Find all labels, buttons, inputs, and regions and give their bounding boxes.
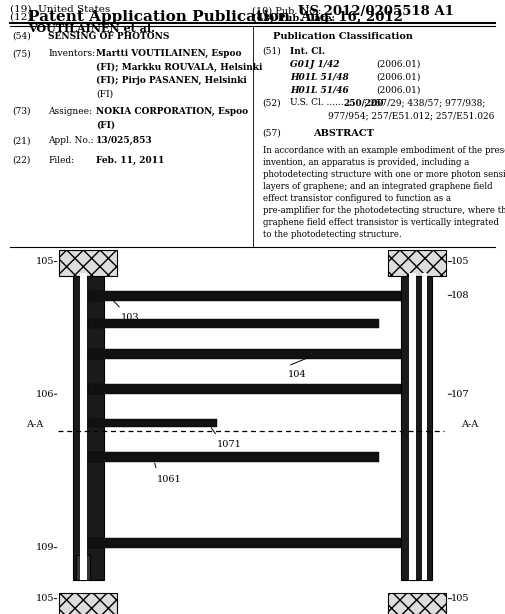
Bar <box>60 250 117 276</box>
Text: (2006.01): (2006.01) <box>376 60 421 69</box>
Text: 977/954; 257/E51.012; 257/E51.026: 977/954; 257/E51.012; 257/E51.026 <box>328 111 494 120</box>
Text: G01J 1/42: G01J 1/42 <box>290 60 340 69</box>
Bar <box>88 291 401 301</box>
Text: 104: 104 <box>288 370 307 379</box>
Text: (2006.01): (2006.01) <box>376 72 421 82</box>
Text: (57): (57) <box>263 129 281 138</box>
Text: U.S. Cl. ..........: U.S. Cl. .......... <box>290 98 356 107</box>
Text: 109: 109 <box>36 543 55 552</box>
Text: Patent Application Publication: Patent Application Publication <box>28 10 290 23</box>
Text: 1071: 1071 <box>217 440 242 449</box>
Text: 105: 105 <box>36 594 55 603</box>
Text: pre-amplifier for the photodetecting structure, where the: pre-amplifier for the photodetecting str… <box>263 206 505 215</box>
Text: A-A: A-A <box>26 419 43 429</box>
Bar <box>88 452 379 462</box>
Text: (73): (73) <box>13 107 31 116</box>
Bar <box>88 419 217 427</box>
Text: Assignee:: Assignee: <box>48 107 92 116</box>
Text: 106: 106 <box>36 390 55 398</box>
Text: (FI): (FI) <box>96 120 115 130</box>
Text: (10) Pub. No.:: (10) Pub. No.: <box>252 7 325 15</box>
Text: ; 257/29; 438/57; 977/938;: ; 257/29; 438/57; 977/938; <box>364 98 485 107</box>
Text: NOKIA CORPORATION, Espoo: NOKIA CORPORATION, Espoo <box>96 107 248 116</box>
Bar <box>73 273 104 580</box>
Text: A-A: A-A <box>462 419 479 429</box>
Text: SENSING OF PHOTONS: SENSING OF PHOTONS <box>48 32 169 41</box>
Text: Int. Cl.: Int. Cl. <box>290 47 325 56</box>
Bar <box>88 384 401 394</box>
Text: US 2012/0205518 A1: US 2012/0205518 A1 <box>298 4 454 18</box>
Text: Publication Classification: Publication Classification <box>274 32 413 41</box>
Bar <box>88 349 401 359</box>
Text: Filed:: Filed: <box>48 156 74 165</box>
Text: (22): (22) <box>13 156 31 165</box>
Bar <box>76 555 90 580</box>
Text: Martti VOUTILAINEN, Espoo: Martti VOUTILAINEN, Espoo <box>96 49 241 58</box>
Text: invention, an apparatus is provided, including a: invention, an apparatus is provided, inc… <box>263 158 469 167</box>
Text: 105: 105 <box>451 594 470 603</box>
Text: graphene field effect transistor is vertically integrated: graphene field effect transistor is vert… <box>263 218 498 227</box>
Bar <box>388 593 445 614</box>
Text: 105: 105 <box>451 257 470 266</box>
Text: 13/025,853: 13/025,853 <box>96 136 153 146</box>
Bar <box>409 273 416 580</box>
Text: VOUTILAINEN et al.: VOUTILAINEN et al. <box>28 23 155 34</box>
Text: (54): (54) <box>13 32 31 41</box>
Text: H01L 51/46: H01L 51/46 <box>290 85 349 95</box>
Text: to the photodetecting structure.: to the photodetecting structure. <box>263 230 401 239</box>
Text: Feb. 11, 2011: Feb. 11, 2011 <box>96 156 164 165</box>
Text: 105: 105 <box>36 257 55 266</box>
Text: layers of graphene; and an integrated graphene field: layers of graphene; and an integrated gr… <box>263 182 492 191</box>
Bar <box>80 273 87 580</box>
Text: Inventors:: Inventors: <box>48 49 95 58</box>
Text: H01L 51/48: H01L 51/48 <box>290 72 349 82</box>
Text: (51): (51) <box>263 47 281 56</box>
Bar <box>422 273 427 580</box>
Text: Aug. 16, 2012: Aug. 16, 2012 <box>300 11 403 25</box>
Text: (12): (12) <box>10 12 35 21</box>
Bar <box>88 538 401 548</box>
Text: In accordance with an example embodiment of the present: In accordance with an example embodiment… <box>263 146 505 155</box>
Text: (2006.01): (2006.01) <box>376 85 421 95</box>
Text: 107: 107 <box>451 390 470 398</box>
Text: ABSTRACT: ABSTRACT <box>313 129 374 138</box>
Bar <box>401 273 432 580</box>
Text: Appl. No.:: Appl. No.: <box>48 136 93 146</box>
Text: 1061: 1061 <box>157 475 181 484</box>
Text: 103: 103 <box>121 313 140 322</box>
Text: (FI); Markku ROUVALA, Helsinki: (FI); Markku ROUVALA, Helsinki <box>96 63 262 72</box>
Text: 250/200: 250/200 <box>343 98 384 107</box>
Text: (43) Pub. Date:: (43) Pub. Date: <box>252 14 335 22</box>
Text: (75): (75) <box>13 49 31 58</box>
Text: (21): (21) <box>13 136 31 146</box>
Text: effect transistor configured to function as a: effect transistor configured to function… <box>263 194 450 203</box>
Text: photodetecting structure with one or more photon sensing: photodetecting structure with one or mor… <box>263 170 505 179</box>
Bar <box>60 593 117 614</box>
Text: (FI); Pirjo PASANEN, Helsinki: (FI); Pirjo PASANEN, Helsinki <box>96 76 247 85</box>
Text: 108: 108 <box>451 291 470 300</box>
Text: (19)  United States: (19) United States <box>10 5 111 14</box>
Bar <box>388 250 445 276</box>
Text: (FI): (FI) <box>96 90 113 99</box>
Bar <box>88 319 379 328</box>
Text: (52): (52) <box>263 98 281 107</box>
